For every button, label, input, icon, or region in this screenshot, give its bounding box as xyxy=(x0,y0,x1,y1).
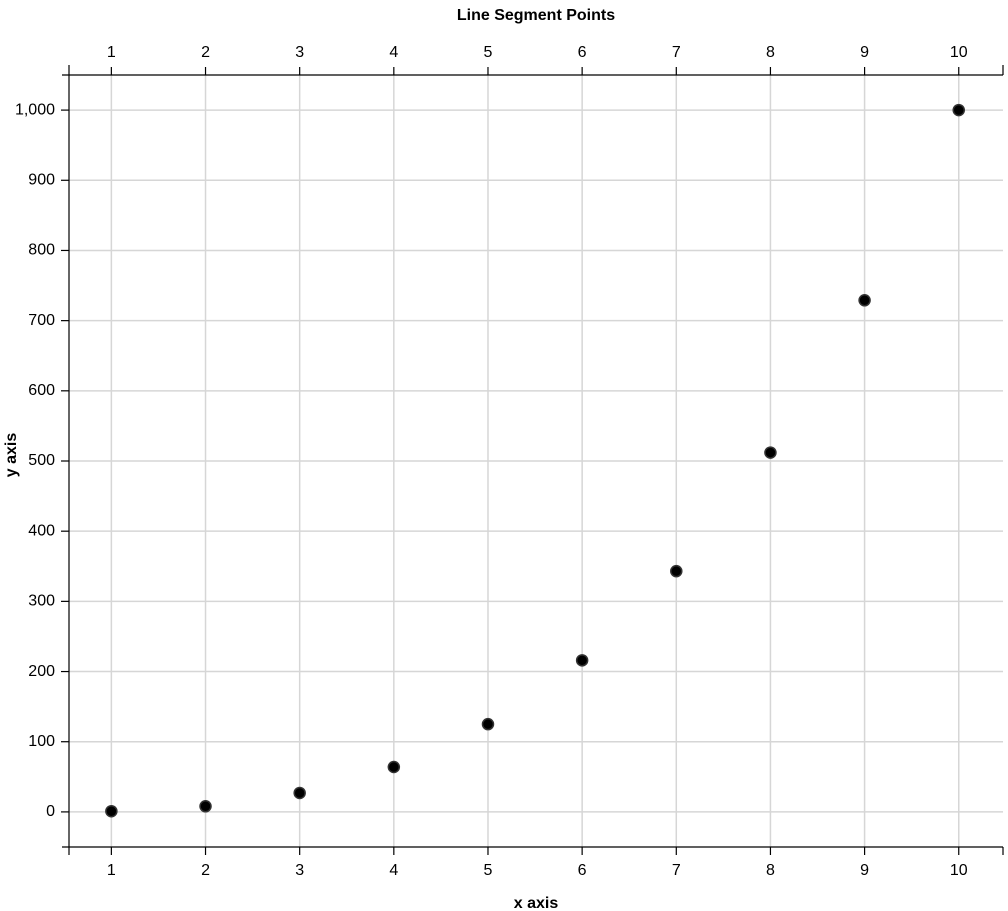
y-tick-label: 300 xyxy=(28,593,55,610)
x-tick-label: 1 xyxy=(107,862,116,879)
y-tick-label: 500 xyxy=(28,452,55,469)
y-tick-label: 0 xyxy=(46,803,55,820)
x-tick-label: 10 xyxy=(950,44,968,61)
y-tick-label: 900 xyxy=(28,171,55,188)
y-tick-label: 100 xyxy=(28,733,55,750)
x-tick-label: 7 xyxy=(672,862,681,879)
x-tick-label: 2 xyxy=(201,44,210,61)
point xyxy=(670,564,683,578)
point xyxy=(199,800,212,813)
x-tick-label: 6 xyxy=(578,862,587,879)
x-tick-label: 3 xyxy=(295,862,304,879)
x-tick-label: 5 xyxy=(484,862,493,879)
point xyxy=(293,786,306,800)
x-tick-label: 4 xyxy=(389,862,398,879)
point xyxy=(387,760,401,774)
x-tick-label: 10 xyxy=(950,862,968,879)
x-tick-label: 7 xyxy=(672,44,681,61)
x-tick-label: 2 xyxy=(201,862,210,879)
y-tick-label: 200 xyxy=(28,663,55,680)
x-tick-label: 9 xyxy=(860,44,869,61)
x-tick-label: 9 xyxy=(860,862,869,879)
y-tick-label: 600 xyxy=(28,382,55,399)
x-tick-label: 3 xyxy=(295,44,304,61)
point xyxy=(764,446,777,459)
x-tick-label: 5 xyxy=(484,44,493,61)
point xyxy=(575,654,589,667)
y-axis-label: y axis xyxy=(3,433,20,478)
x-axis-label: x axis xyxy=(514,895,559,911)
x-tick-label: 4 xyxy=(389,44,398,61)
x-tick-label: 8 xyxy=(766,862,775,879)
point xyxy=(858,294,871,307)
chart-title: Line Segment Points xyxy=(457,7,615,24)
y-tick-label: 700 xyxy=(28,312,55,329)
y-tick-label: 400 xyxy=(28,522,55,539)
x-tick-label: 6 xyxy=(578,44,587,61)
point xyxy=(952,103,965,117)
point xyxy=(481,717,495,731)
point xyxy=(105,804,118,818)
x-tick-label: 8 xyxy=(766,44,775,61)
y-tick-label: 1,000 xyxy=(15,101,55,118)
y-tick-label: 800 xyxy=(28,242,55,259)
x-tick-label: 1 xyxy=(107,44,116,61)
